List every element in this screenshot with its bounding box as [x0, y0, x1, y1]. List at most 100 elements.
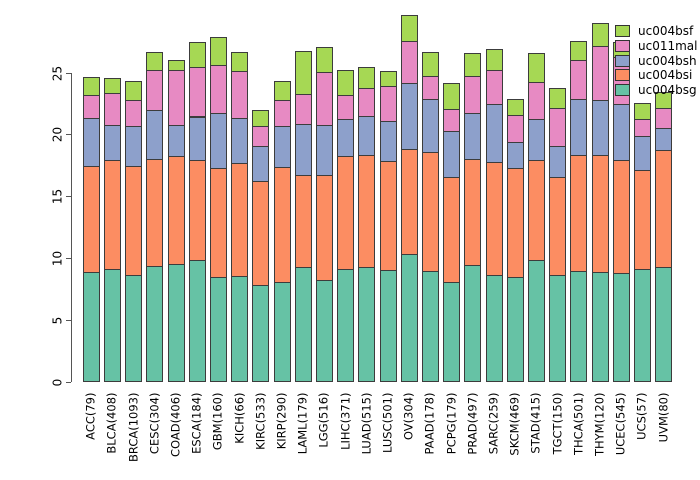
bar-tgct [549, 88, 567, 382]
y-tick [66, 134, 71, 136]
bar-segment-uc004bsh [209, 112, 227, 170]
y-tick [66, 381, 71, 383]
chart-legend: uc004bsf uc011mal uc004bsh uc004bsi uc004bsg [615, 24, 697, 97]
bar-segment-uc004bsf [103, 78, 121, 94]
bar-segment-uc011mal [273, 100, 291, 128]
x-tick-label: BLCA(408) [104, 392, 119, 454]
bar-kich [231, 52, 249, 382]
bar-cesc [146, 52, 164, 382]
bar-segment-uc004bsf [379, 70, 397, 87]
bar-segment-uc004bsh [591, 100, 609, 157]
x-tick-label: UCS(57) [634, 392, 649, 440]
bar-segment-uc004bsi [506, 168, 524, 279]
x-tick-label: KIRC(533) [253, 392, 268, 450]
legend-swatch-icon [615, 84, 630, 97]
bar-segment-uc004bsh [125, 126, 143, 167]
bar-segment-uc004bsh [167, 125, 185, 158]
bar-lihc [337, 69, 355, 382]
y-tick-label: 15 [50, 188, 65, 205]
bar-segment-uc004bsg [633, 268, 651, 382]
bar-segment-uc004bsh [188, 116, 206, 161]
bar-segment-uc011mal [188, 67, 206, 118]
bar-segment-uc011mal [633, 118, 651, 138]
bar-segment-uc004bsg [231, 275, 249, 382]
bar-segment-uc004bsf [146, 52, 164, 71]
bar-segment-uc004bsf [443, 83, 461, 111]
bar-segment-uc004bsg [421, 270, 439, 382]
bar-segment-uc011mal [82, 95, 100, 119]
legend-swatch-icon [615, 40, 630, 53]
x-tick-label: PRAD(497) [465, 392, 480, 455]
bar-segment-uc004bsh [633, 136, 651, 171]
bar-segment-uc004bsg [337, 268, 355, 382]
bar-segment-uc004bsf [485, 48, 503, 71]
x-tick-label: CESC(304) [147, 392, 162, 454]
x-tick-label: GBM(160) [210, 392, 225, 450]
bar-segment-uc004bsg [379, 269, 397, 382]
bar-segment-uc004bsg [209, 277, 227, 382]
bar-segment-uc004bsh [273, 126, 291, 169]
legend-item-uc011mal: uc011mal [615, 39, 697, 54]
bar-segment-uc004bsh [549, 146, 567, 179]
bar-segment-uc004bsi [146, 158, 164, 268]
bar-segment-uc004bsg [125, 274, 143, 382]
bar-prad [464, 53, 482, 382]
legend-label: uc004bsh [638, 53, 697, 68]
bar-segment-uc011mal [315, 72, 333, 127]
legend-label: uc004bsg [638, 83, 697, 98]
bar-segment-uc004bsi [231, 163, 249, 277]
x-tick-label: UVM(80) [656, 392, 671, 442]
bar-segment-uc011mal [358, 88, 376, 118]
bar-segment-uc004bsi [294, 174, 312, 269]
bar-segment-uc004bsi [188, 159, 206, 261]
bar-segment-uc004bsi [82, 165, 100, 274]
y-tick [66, 319, 71, 321]
bar-segment-uc004bsg [358, 267, 376, 382]
y-tick-label: 5 [50, 316, 65, 325]
bar-segment-uc004bsf [337, 69, 355, 97]
legend-swatch-icon [615, 69, 630, 82]
bar-segment-uc004bsg [146, 266, 164, 382]
legend-item-uc004bsf: uc004bsf [615, 24, 697, 39]
legend-item-uc004bsh: uc004bsh [615, 53, 697, 68]
bar-segment-uc004bsh [82, 117, 100, 167]
x-tick-label: SKCM(469) [507, 392, 522, 456]
y-tick-label: 25 [50, 65, 65, 81]
bar-thca [570, 41, 588, 382]
bar-acc [82, 76, 100, 382]
bar-segment-uc004bsi [421, 152, 439, 272]
bar-segment-uc004bsg [443, 282, 461, 382]
bar-gbm [209, 37, 227, 382]
bar-segment-uc004bsg [591, 272, 609, 382]
bar-segment-uc011mal [103, 93, 121, 127]
bar-lusc [379, 70, 397, 382]
bar-segment-uc011mal [591, 46, 609, 102]
bar-segment-uc004bsg [82, 272, 100, 382]
bar-segment-uc011mal [125, 100, 143, 128]
bar-segment-uc011mal [400, 41, 418, 85]
bar-esca [188, 42, 206, 382]
bar-kirc [252, 110, 270, 382]
bar-segment-uc004bsh [570, 99, 588, 156]
bar-segment-uc004bsg [273, 282, 291, 382]
bar-segment-uc004bsf [549, 88, 567, 109]
bar-segment-uc004bsh [146, 110, 164, 160]
bar-segment-uc004bsg [527, 259, 545, 382]
bar-segment-uc011mal [549, 107, 567, 148]
legend-label: uc004bsi [638, 68, 693, 83]
bar-laml [294, 50, 312, 382]
bar-segment-uc004bsf [421, 52, 439, 77]
bar-segment-uc004bsf [506, 99, 524, 117]
bar-segment-uc004bsi [209, 168, 227, 279]
bar-segment-uc004bsi [125, 165, 143, 276]
bar-skcm [506, 99, 524, 382]
x-tick-label: KIRP(290) [274, 392, 289, 449]
x-tick-label: TGCT(150) [550, 392, 565, 454]
bar-paad [421, 52, 439, 382]
bar-segment-uc004bsi [591, 155, 609, 274]
bar-segment-uc011mal [485, 69, 503, 106]
bar-stad [527, 53, 545, 382]
x-tick-label: UCEC(545) [613, 392, 628, 455]
bar-segment-uc004bsi [167, 156, 185, 265]
bar-segment-uc004bsi [273, 167, 291, 284]
